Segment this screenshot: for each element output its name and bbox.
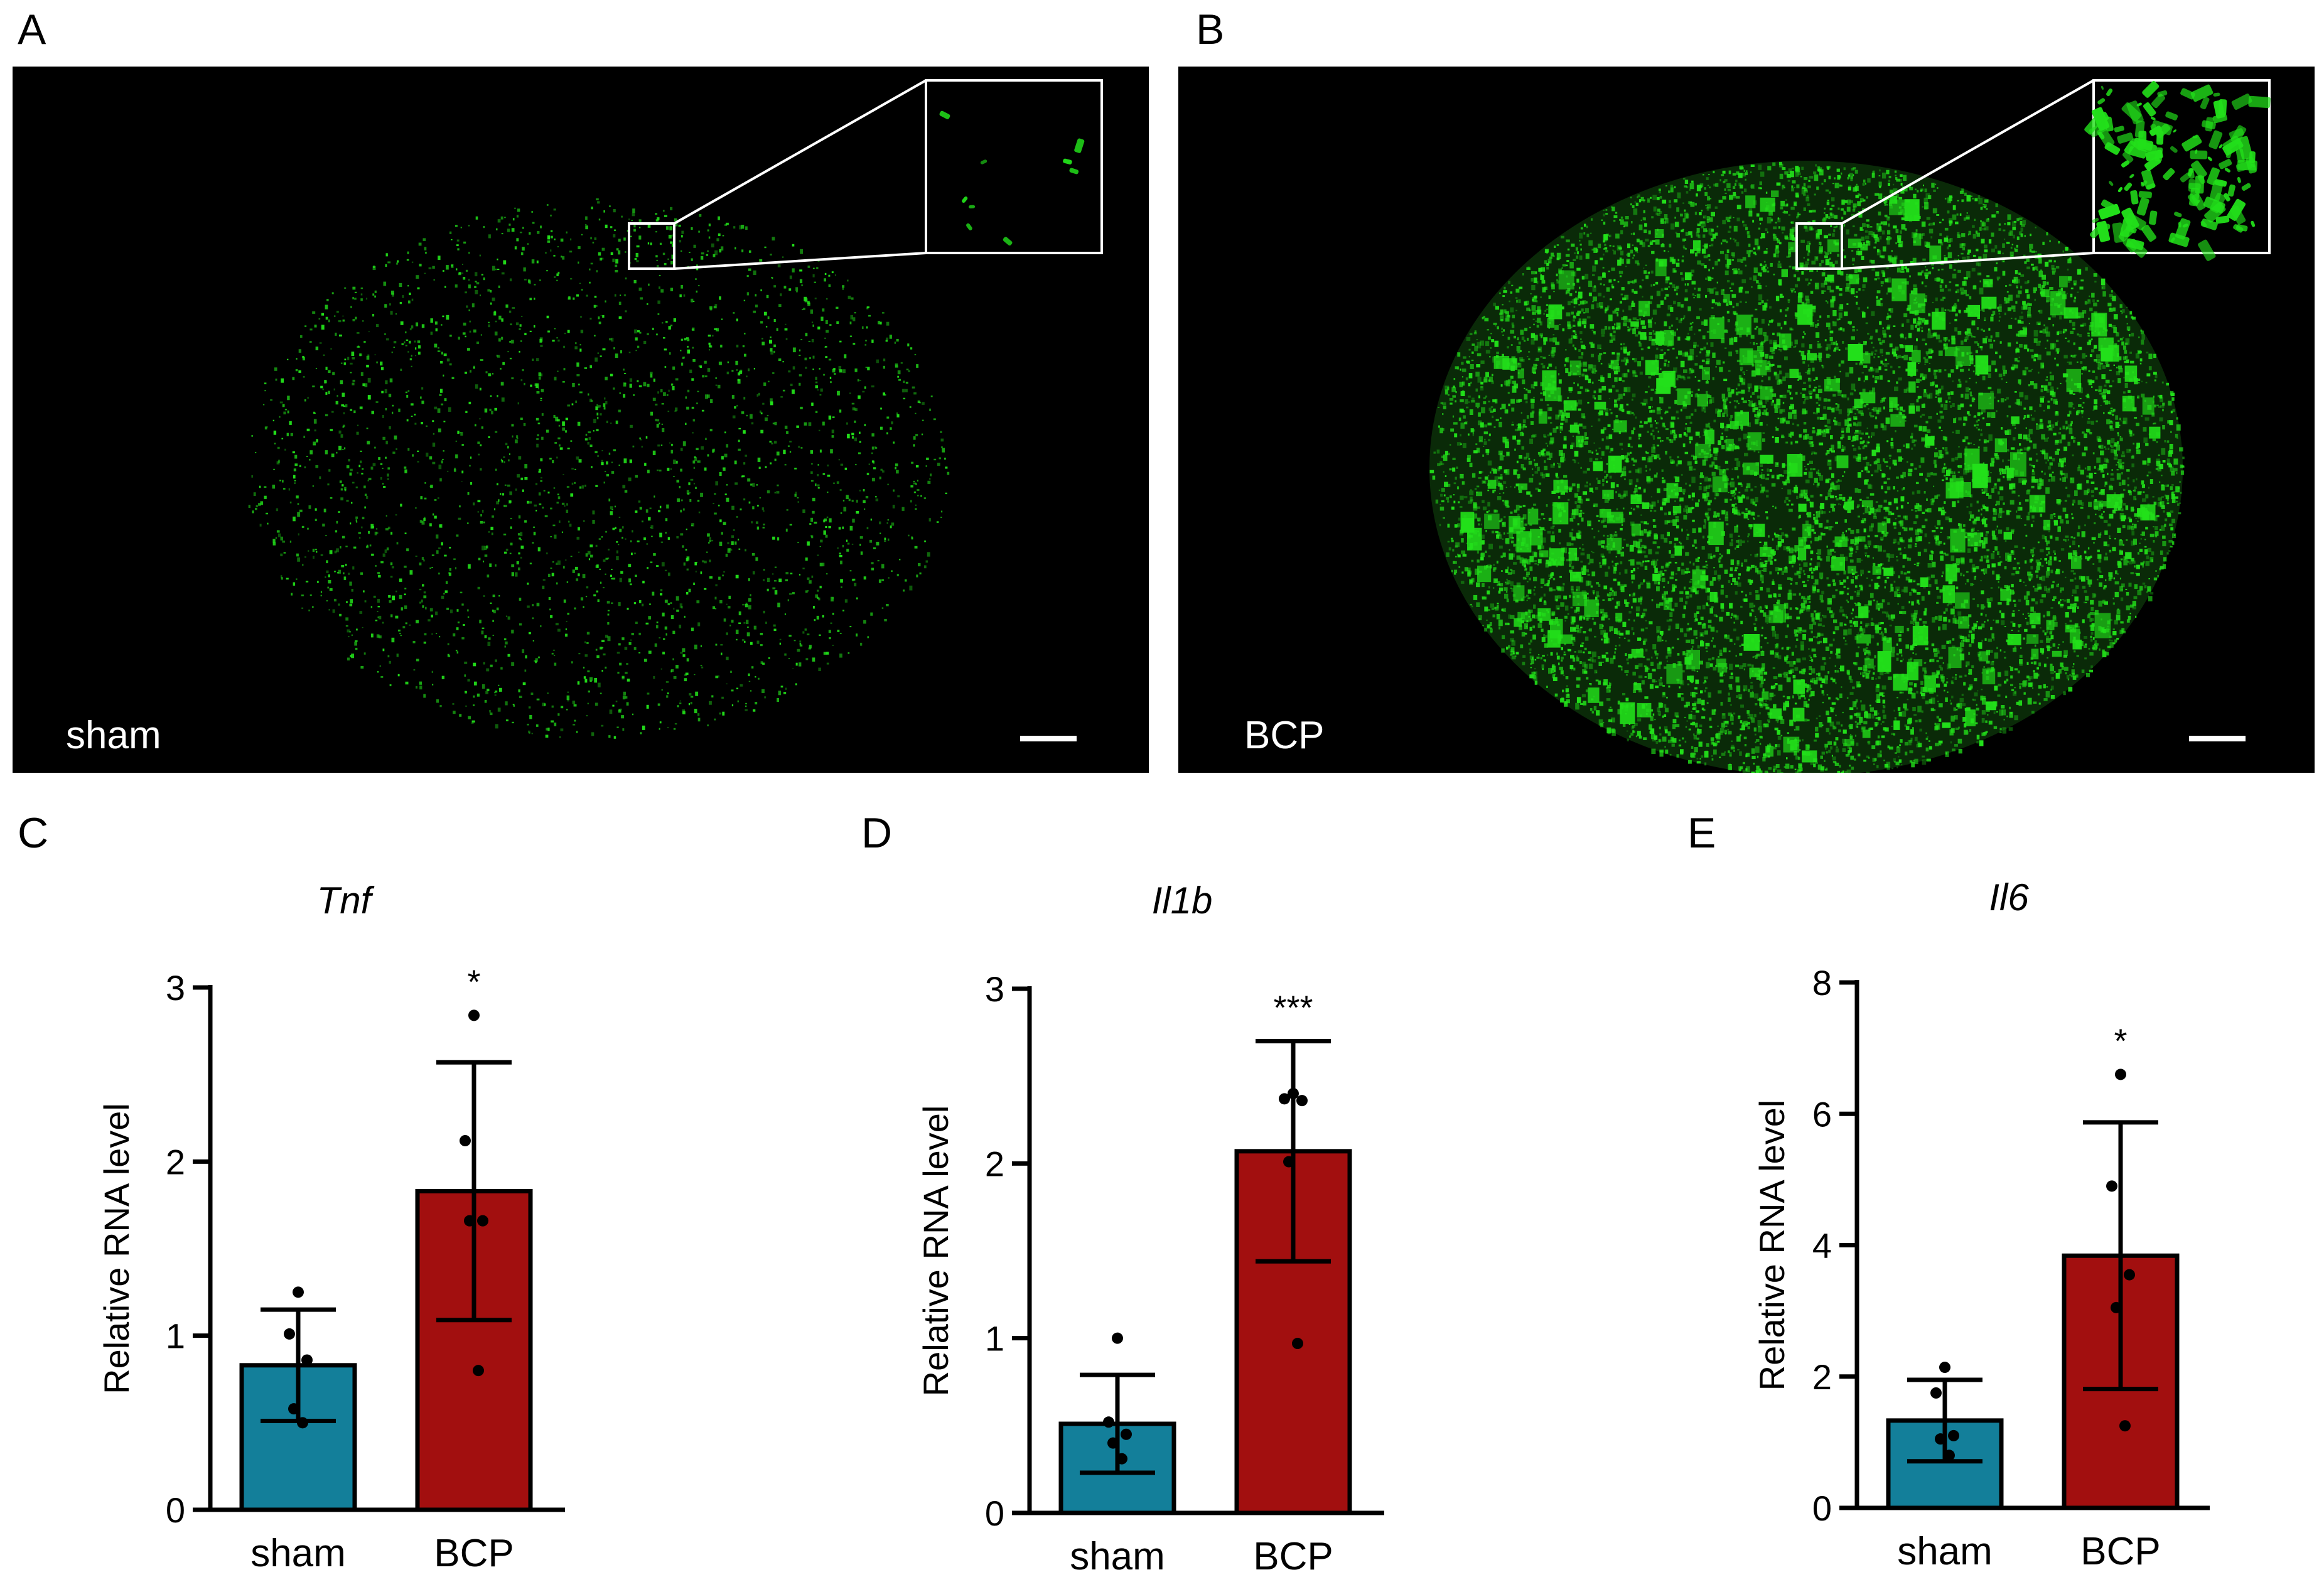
- data-point: [288, 1403, 299, 1415]
- y-axis-label: Relative RNA level: [97, 1103, 136, 1394]
- y-tick-label: 6: [1812, 1094, 1832, 1134]
- bar-chart-svg: Il1b Relative RNA level 0 1 2 3 sham *** BCP: [916, 880, 1384, 1578]
- y-tick-label: 4: [1812, 1226, 1832, 1266]
- zoom-connector: [674, 79, 927, 225]
- data-point: [1288, 1088, 1299, 1099]
- data-point: [2115, 1068, 2126, 1080]
- data-point: [1944, 1450, 1955, 1461]
- micrograph-bcp: BCP: [1178, 67, 2315, 773]
- y-tick-label: 0: [985, 1493, 1004, 1533]
- data-point: [1283, 1156, 1294, 1168]
- chart-title: Tnf: [317, 880, 375, 922]
- error-bar: [2083, 1120, 2158, 1392]
- x-tick-label: sham: [250, 1532, 346, 1575]
- zoom-connector: [1841, 252, 2094, 270]
- data-point: [477, 1215, 488, 1227]
- error-bar: [1256, 1039, 1331, 1264]
- panel-letter-b: B: [1196, 6, 1225, 53]
- inset-signal: [2084, 80, 2271, 261]
- data-point: [2106, 1180, 2117, 1192]
- data-point: [297, 1417, 308, 1429]
- inset-signal: [939, 110, 1085, 246]
- data-point: [1930, 1387, 1942, 1399]
- y-tick-label: 2: [166, 1142, 185, 1181]
- y-tick-label: 0: [166, 1490, 185, 1530]
- chart-tnf: Tnf Relative RNA level 0 1 2 3 sham * BCP: [0, 854, 691, 1582]
- fluorescence-signal: [248, 198, 950, 739]
- zoom-connector: [674, 252, 927, 270]
- sham-fluorescence-image: [248, 79, 1103, 739]
- data-point: [1292, 1338, 1303, 1350]
- panel-letter-e: E: [1687, 809, 1716, 857]
- significance-marker: *: [2114, 1022, 2127, 1060]
- chart-title: Il1b: [1152, 880, 1213, 922]
- data-point: [1103, 1416, 1114, 1428]
- y-tick-label: 0: [1812, 1488, 1832, 1528]
- data-point: [468, 1009, 480, 1021]
- data-point: [464, 1215, 475, 1227]
- chart-il1b: Il1b Relative RNA level 0 1 2 3 sham *** BCP: [816, 854, 1507, 1582]
- y-tick-label: 2: [1812, 1357, 1832, 1397]
- micrograph-label-sham: sham: [66, 714, 161, 757]
- significance-marker: *: [467, 963, 480, 1001]
- bar-chart-svg: Il6 Relative RNA level 0 2 4 6 8 sham * BCP: [1752, 876, 2210, 1573]
- y-tick-label: 3: [985, 969, 1004, 1009]
- x-tick-label: sham: [1070, 1535, 1165, 1578]
- micrograph-label-bcp: BCP: [1244, 714, 1325, 757]
- data-point: [2111, 1301, 2122, 1313]
- roi-box: [1795, 222, 1843, 270]
- y-tick-label: 1: [166, 1316, 185, 1356]
- data-point: [2119, 1420, 2131, 1432]
- zoom-connector: [1841, 79, 2094, 225]
- chart-title: Il6: [1989, 876, 2029, 918]
- fluorescence-signal: [1460, 190, 2161, 763]
- error-bar: [436, 1060, 512, 1323]
- data-point: [473, 1365, 484, 1377]
- data-point: [1939, 1362, 1950, 1374]
- y-axis-label: Relative RNA level: [916, 1106, 955, 1397]
- x-tick-label: BCP: [1253, 1535, 1333, 1578]
- micrograph-sham: sham: [13, 67, 1149, 773]
- data-point: [460, 1135, 471, 1147]
- y-axis-label: Relative RNA level: [1752, 1100, 1792, 1391]
- data-point: [1296, 1095, 1308, 1107]
- bar-chart-svg: Tnf Relative RNA level 0 1 2 3 sham * BCP: [97, 880, 565, 1575]
- bcp-fluorescence-image: [1429, 79, 2271, 773]
- significance-marker: ***: [1273, 989, 1313, 1027]
- scale-bar: [2189, 736, 2246, 741]
- y-tick-label: 1: [985, 1319, 1004, 1358]
- x-tick-label: BCP: [434, 1532, 514, 1575]
- tissue-section: [1429, 161, 2183, 773]
- roi-box: [628, 222, 675, 270]
- y-tick-label: 3: [166, 968, 185, 1008]
- data-point: [284, 1328, 295, 1340]
- x-tick-label: sham: [1897, 1530, 1993, 1573]
- data-point: [1107, 1437, 1119, 1449]
- data-point: [1112, 1332, 1123, 1344]
- zoom-inset: [925, 79, 1103, 254]
- panel-letter-d: D: [861, 809, 893, 857]
- fluorescence-signal: [1429, 161, 2185, 773]
- data-point: [301, 1354, 313, 1366]
- x-tick-label: BCP: [2080, 1530, 2160, 1573]
- data-point: [2124, 1269, 2135, 1281]
- chart-il6: Il6 Relative RNA level 0 2 4 6 8 sham * BCP: [1645, 854, 2323, 1582]
- error-bar: [1907, 1377, 1982, 1464]
- y-tick-label: 2: [985, 1144, 1004, 1183]
- data-point: [293, 1286, 304, 1298]
- data-point: [1279, 1093, 1290, 1105]
- data-point: [1116, 1453, 1127, 1465]
- panel-letter-a: A: [18, 6, 46, 53]
- scale-bar: [1020, 736, 1077, 741]
- data-point: [1121, 1428, 1132, 1440]
- y-tick-label: 8: [1812, 963, 1832, 1003]
- data-point: [1948, 1429, 1959, 1441]
- data-point: [1935, 1433, 1946, 1445]
- panel-letter-c: C: [18, 809, 49, 857]
